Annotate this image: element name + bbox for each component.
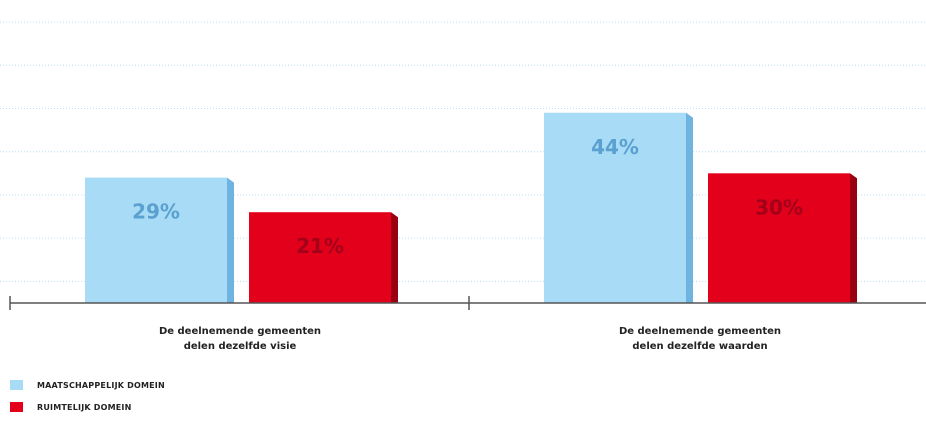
bar-side-1-0 xyxy=(391,212,398,303)
bar-value-label-0-0: 29% xyxy=(132,200,180,224)
bars: 29% 44% 21% 30% xyxy=(85,112,857,304)
legend-label-ruimtelijk: RUIMTELIJK DOMEIN xyxy=(37,402,132,412)
legend-item-ruimtelijk: RUIMTELIJK DOMEIN xyxy=(10,401,165,413)
bar-value-label-1-1: 30% xyxy=(755,195,803,219)
category-label-1-line-0: De deelnemende gemeenten xyxy=(619,326,781,337)
bar-side-0-1 xyxy=(686,112,693,304)
legend-swatch-maatschappelijk xyxy=(10,380,23,390)
bar-value-label-0-1: 44% xyxy=(591,135,639,159)
category-label-0-line-1: delen dezelfde visie xyxy=(184,341,297,352)
category-label-1-line-1: delen dezelfde waarden xyxy=(632,341,767,352)
legend-swatch-ruimtelijk xyxy=(10,402,23,412)
legend-item-maatschappelijk: MAATSCHAPPELIJK DOMEIN xyxy=(10,379,165,391)
bar-0-0 xyxy=(85,177,227,303)
bar-1-0 xyxy=(249,212,391,303)
bar-0-1 xyxy=(544,112,686,304)
legend: MAATSCHAPPELIJK DOMEIN RUIMTELIJK DOMEIN xyxy=(10,379,165,423)
bar-side-1-1 xyxy=(850,173,857,303)
category-labels: De deelnemende gemeenten delen dezelfde v… xyxy=(159,326,781,352)
bar-value-label-1-0: 21% xyxy=(296,234,344,258)
legend-label-maatschappelijk: MAATSCHAPPELIJK DOMEIN xyxy=(37,380,165,390)
bar-side-0-0 xyxy=(227,177,234,303)
category-label-0-line-0: De deelnemende gemeenten xyxy=(159,326,321,337)
x-axis xyxy=(9,296,926,310)
bar-1-1 xyxy=(708,173,850,303)
